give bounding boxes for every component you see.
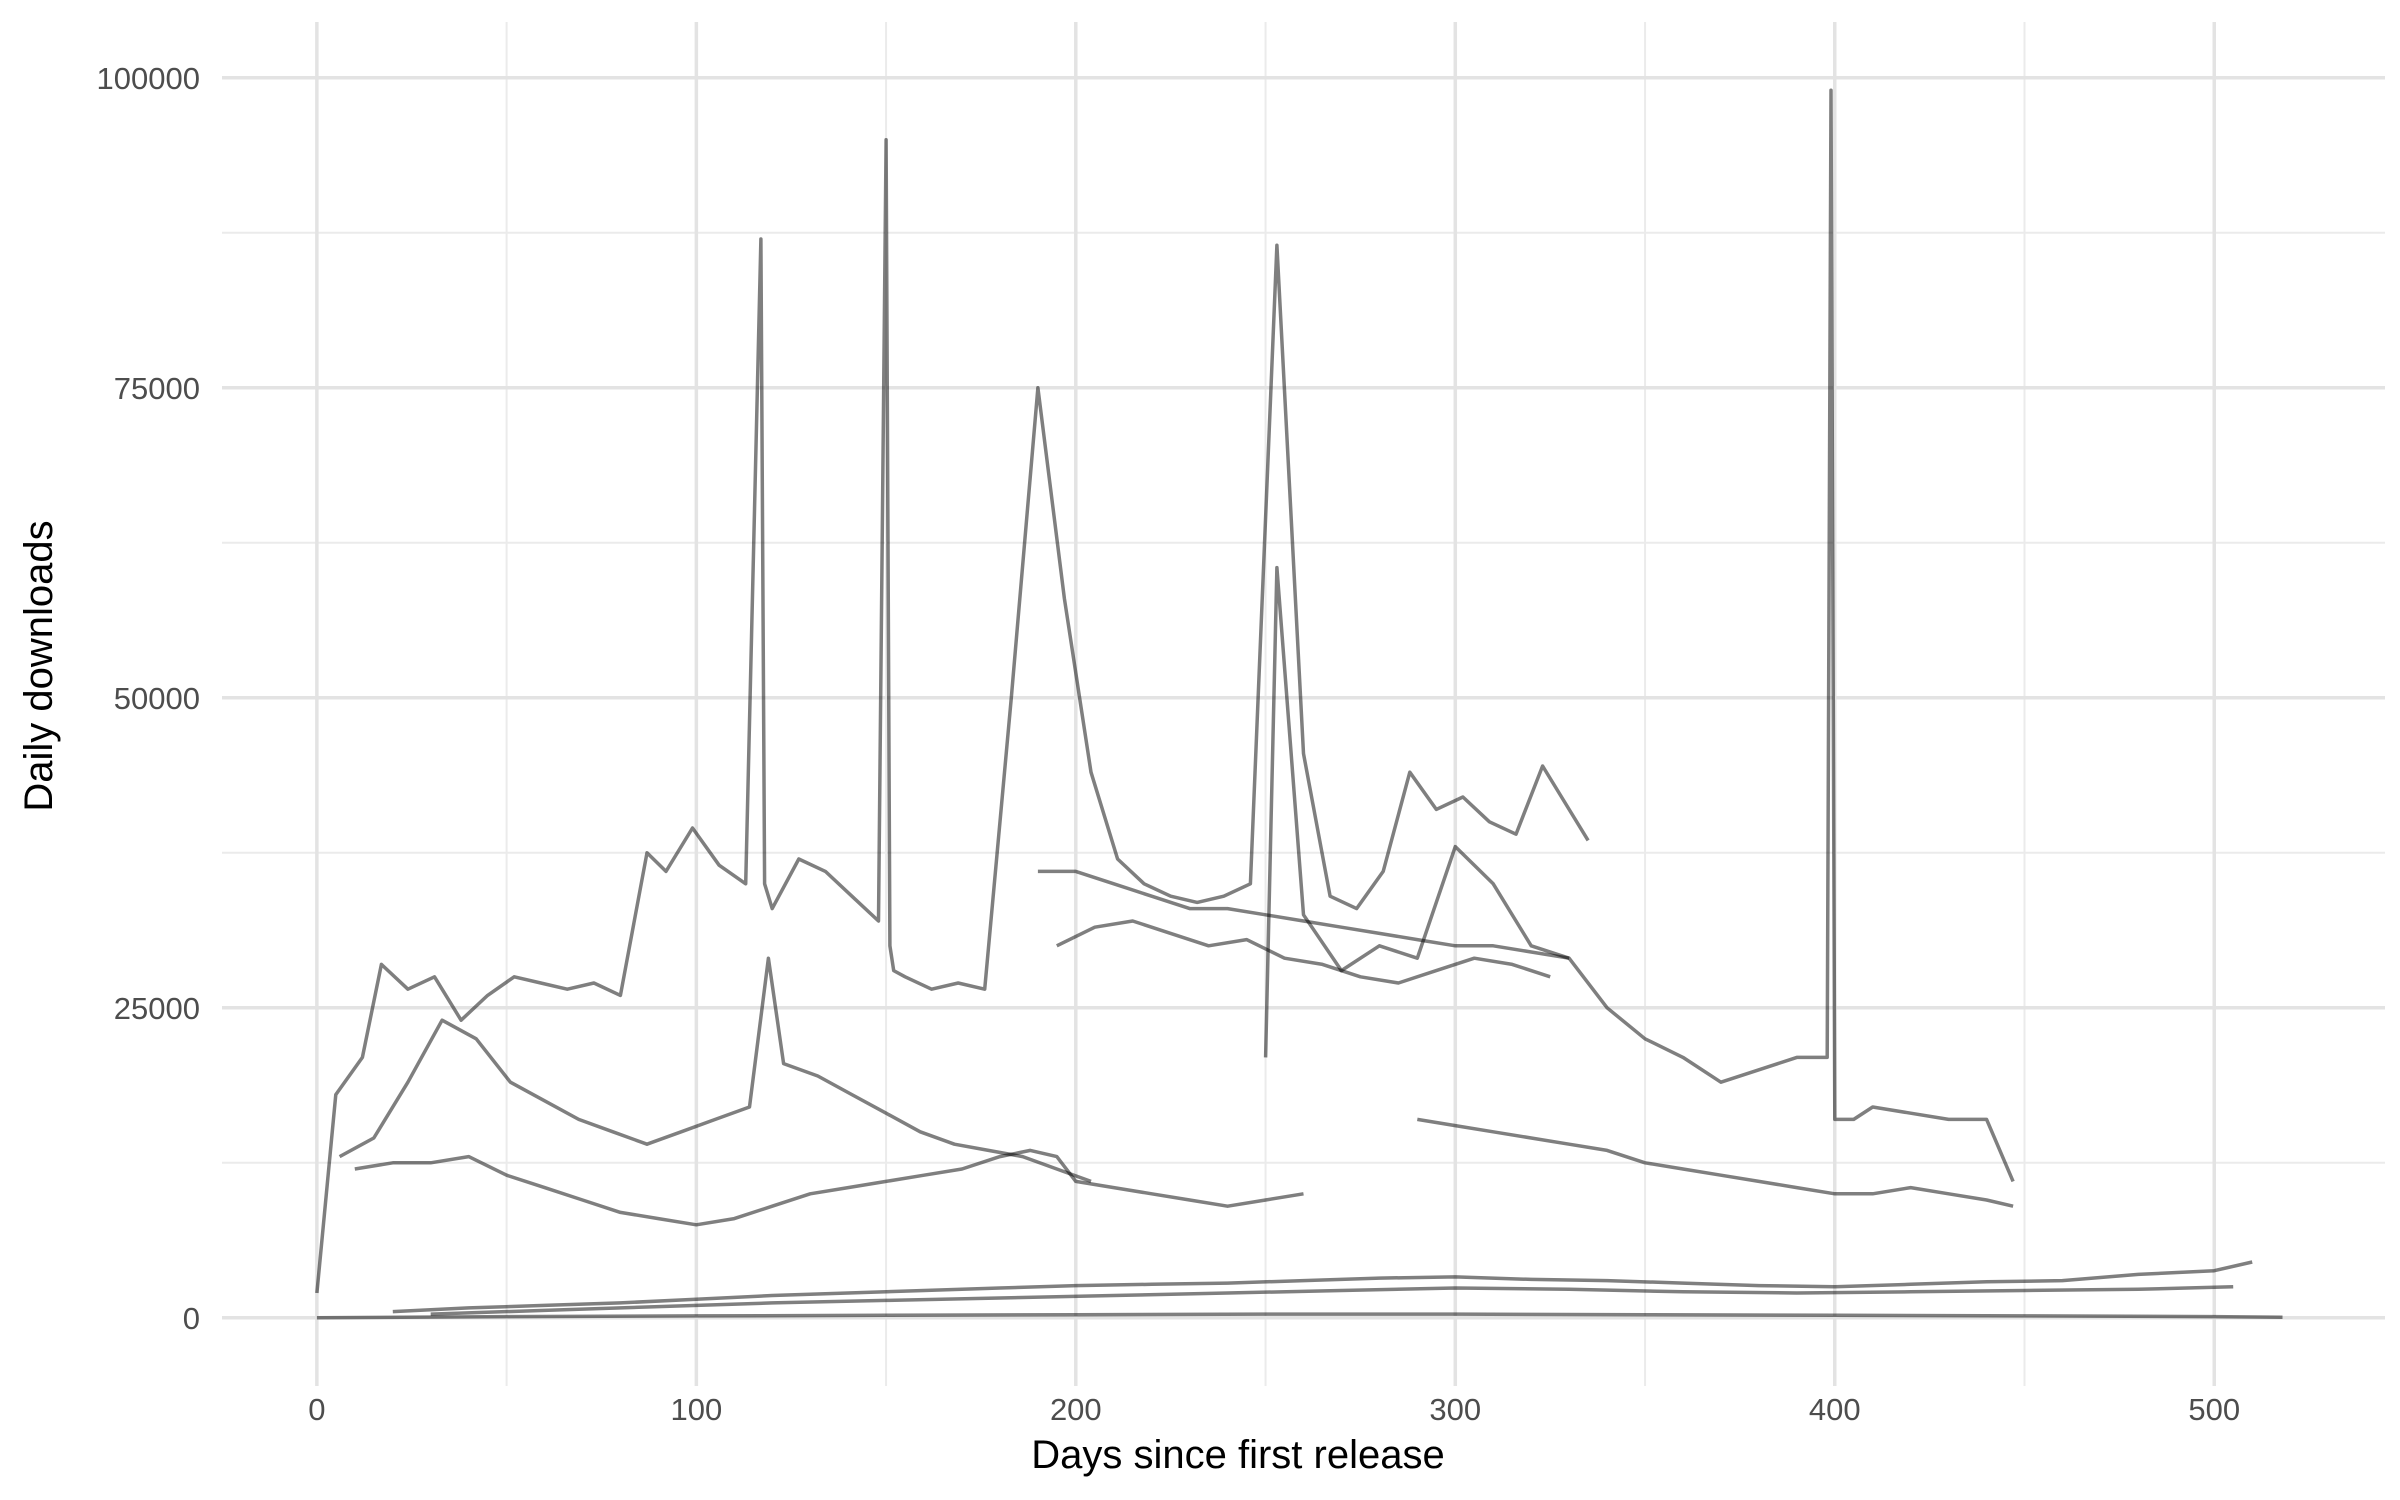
x-axis-tick-labels: 0 100 200 300 400 500 [308,1392,2240,1427]
series-line [1417,1117,2014,1208]
series-line [354,1148,1304,1227]
x-tick-label: 0 [308,1392,325,1427]
series-lines [315,88,2283,1320]
series-line [316,1312,2283,1320]
series-line [392,1260,2253,1314]
x-tick-label: 200 [1050,1392,1102,1427]
series-line [430,1285,2234,1316]
x-tick-label: 500 [2188,1392,2240,1427]
y-tick-label: 100000 [97,61,200,96]
x-tick-label: 100 [670,1392,722,1427]
y-tick-label: 25000 [114,991,200,1026]
y-axis-tick-labels: 0 25000 50000 75000 100000 [97,61,200,1336]
series-line [1263,88,2015,1183]
y-tick-label: 0 [183,1301,200,1336]
series-line [1056,919,1551,985]
y-axis-label: Daily downloads [17,520,61,811]
y-tick-label: 75000 [114,371,200,406]
series-line [338,956,1092,1184]
x-axis-label: Days since first release [1031,1433,1444,1477]
x-tick-label: 400 [1809,1392,1861,1427]
series-line [1037,869,1570,960]
x-tick-label: 300 [1429,1392,1481,1427]
y-tick-label: 50000 [114,681,200,716]
series-line [315,138,1590,1294]
